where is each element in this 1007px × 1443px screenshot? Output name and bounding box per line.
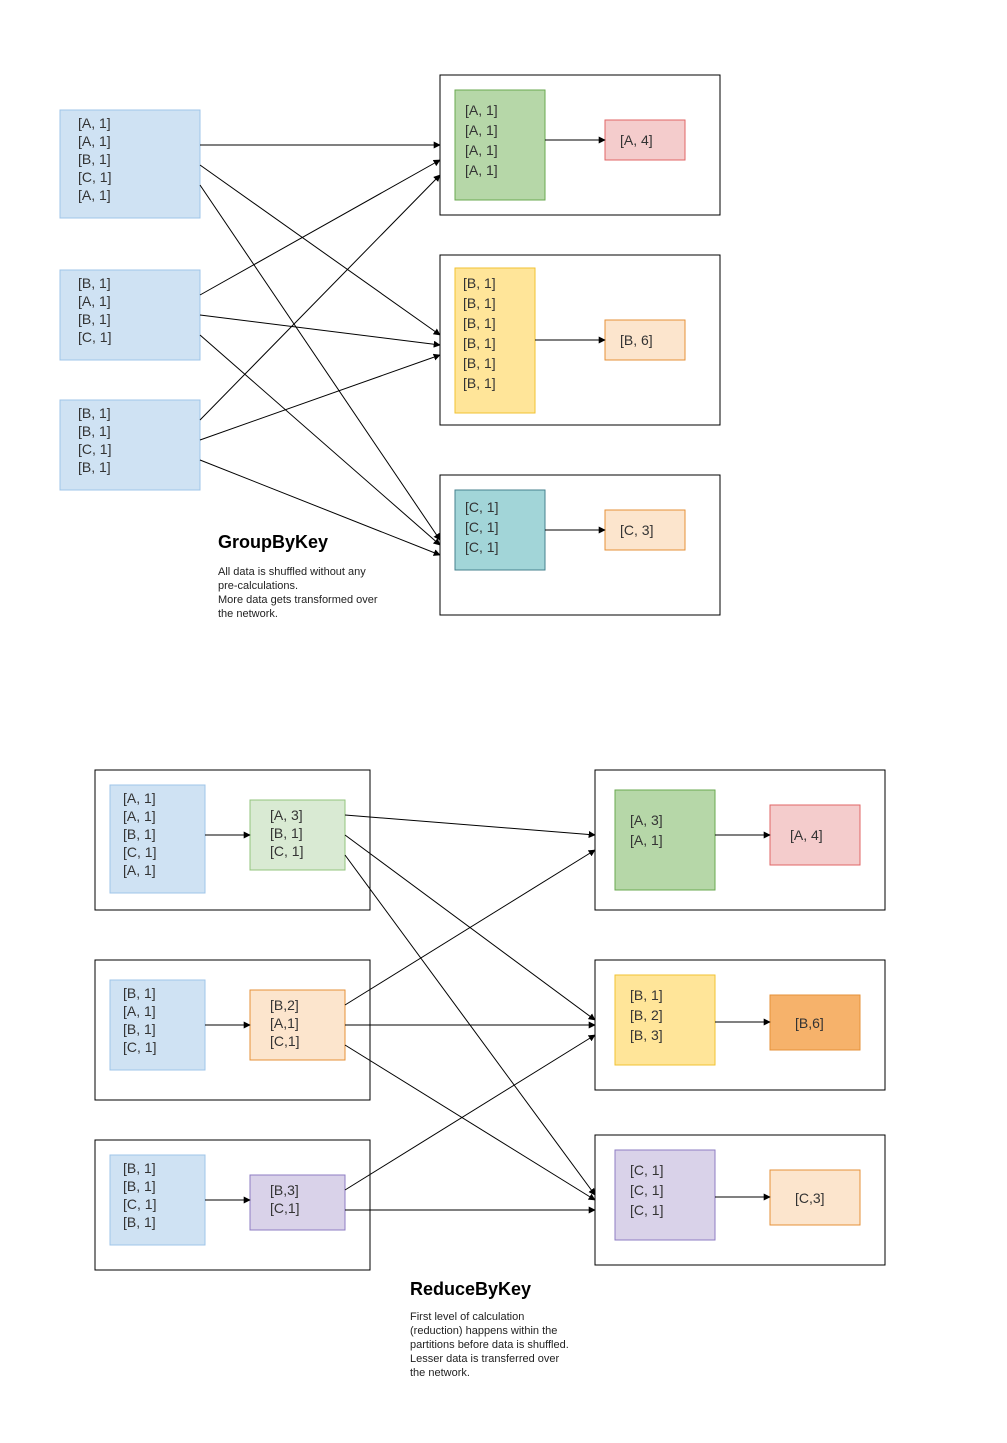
rbk-input-line: [B, 1]	[123, 826, 156, 842]
rbk-local-reduced-line: [A,1]	[270, 1015, 299, 1031]
gbk-out-inner-line: [C, 1]	[465, 499, 498, 515]
gbk-input-line: [B, 1]	[78, 151, 111, 167]
reducebykey-title: ReduceByKey	[410, 1279, 531, 1299]
gbk-out-inner-line: [B, 1]	[463, 275, 496, 291]
rbk-out-inner-line: [C, 1]	[630, 1162, 663, 1178]
rbk-local-reduced-line: [C,1]	[270, 1200, 300, 1216]
rbk-result-label-2: [C,3]	[795, 1190, 825, 1206]
rbk-input-line: [C, 1]	[123, 1039, 156, 1055]
gbk-input-line: [B, 1]	[78, 405, 111, 421]
rbk-input-line: [B, 1]	[123, 1021, 156, 1037]
rbk-input-line: [B, 1]	[123, 1160, 156, 1176]
gbk-input-line: [B, 1]	[78, 275, 111, 291]
rbk-desc-line: Lesser data is transferred over	[410, 1353, 560, 1365]
gbk-out-inner-line: [B, 1]	[463, 295, 496, 311]
gbk-input-line: [C, 1]	[78, 329, 111, 345]
rbk-result-label-1: [B,6]	[795, 1015, 824, 1031]
gbk-out-inner-line: [B, 1]	[463, 315, 496, 331]
rbk-desc-line: the network.	[410, 1367, 470, 1379]
gbk-out-inner-line: [A, 1]	[465, 122, 498, 138]
rbk-input-line: [A, 1]	[123, 808, 156, 824]
rbk-desc-line: partitions before data is shuffled.	[410, 1339, 569, 1351]
gbk-input-line: [B, 1]	[78, 459, 111, 475]
rbk-local-reduced-line: [B,2]	[270, 997, 299, 1013]
rbk-out-inner-line: [B, 3]	[630, 1027, 663, 1043]
rbk-local-reduced-line: [C, 1]	[270, 843, 303, 859]
rbk-local-reduced-line: [B, 1]	[270, 825, 303, 841]
rbk-out-inner-line: [A, 1]	[630, 832, 663, 848]
rbk-desc-line: (reduction) happens within the	[410, 1325, 557, 1337]
rbk-out-inner-line: [B, 1]	[630, 987, 663, 1003]
rbk-input-line: [C, 1]	[123, 1196, 156, 1212]
groupbykey-title: GroupByKey	[218, 532, 328, 552]
gbk-out-inner-line: [C, 1]	[465, 519, 498, 535]
gbk-input-line: [A, 1]	[78, 293, 111, 309]
rbk-desc-line: First level of calculation	[410, 1311, 524, 1323]
gbk-desc-line: All data is shuffled without any	[218, 566, 366, 578]
gbk-out-inner-line: [B, 1]	[463, 355, 496, 371]
gbk-out-inner-line: [B, 1]	[463, 335, 496, 351]
rbk-out-inner-line: [A, 3]	[630, 812, 663, 828]
gbk-input-line: [C, 1]	[78, 169, 111, 185]
rbk-input-line: [C, 1]	[123, 844, 156, 860]
rbk-input-line: [A, 1]	[123, 862, 156, 878]
rbk-out-inner-line: [B, 2]	[630, 1007, 663, 1023]
rbk-input-line: [A, 1]	[123, 1003, 156, 1019]
rbk-input-line: [B, 1]	[123, 1214, 156, 1230]
gbk-desc-line: the network.	[218, 608, 278, 620]
gbk-input-line: [C, 1]	[78, 441, 111, 457]
gbk-out-inner-line: [C, 1]	[465, 539, 498, 555]
gbk-out-inner-line: [A, 1]	[465, 142, 498, 158]
gbk-result-label-1: [B, 6]	[620, 332, 653, 348]
gbk-out-inner-line: [B, 1]	[463, 375, 496, 391]
rbk-input-line: [B, 1]	[123, 985, 156, 1001]
gbk-input-line: [B, 1]	[78, 423, 111, 439]
gbk-result-label-2: [C, 3]	[620, 522, 653, 538]
rbk-result-label-0: [A, 4]	[790, 827, 823, 843]
gbk-input-line: [A, 1]	[78, 115, 111, 131]
gbk-result-label-0: [A, 4]	[620, 132, 653, 148]
spark-shuffle-diagram: [A, 1] [A, 1] [B, 1] [C, 1] [A, 1] [B, 1] [A, …	[0, 0, 1007, 1443]
rbk-local-reduced-line: [A, 3]	[270, 807, 303, 823]
gbk-out-inner-line: [A, 1]	[465, 162, 498, 178]
gbk-input-line: [A, 1]	[78, 133, 111, 149]
rbk-local-reduced-line: [B,3]	[270, 1182, 299, 1198]
rbk-out-inner-line: [C, 1]	[630, 1202, 663, 1218]
gbk-input-line: [A, 1]	[78, 187, 111, 203]
rbk-input-line: [B, 1]	[123, 1178, 156, 1194]
rbk-local-reduced-line: [C,1]	[270, 1033, 300, 1049]
rbk-input-line: [A, 1]	[123, 790, 156, 806]
rbk-out-inner-line: [C, 1]	[630, 1182, 663, 1198]
gbk-desc-line: More data gets transformed over	[218, 594, 378, 606]
gbk-input-line: [B, 1]	[78, 311, 111, 327]
gbk-out-inner-line: [A, 1]	[465, 102, 498, 118]
gbk-desc-line: pre-calculations.	[218, 580, 298, 592]
